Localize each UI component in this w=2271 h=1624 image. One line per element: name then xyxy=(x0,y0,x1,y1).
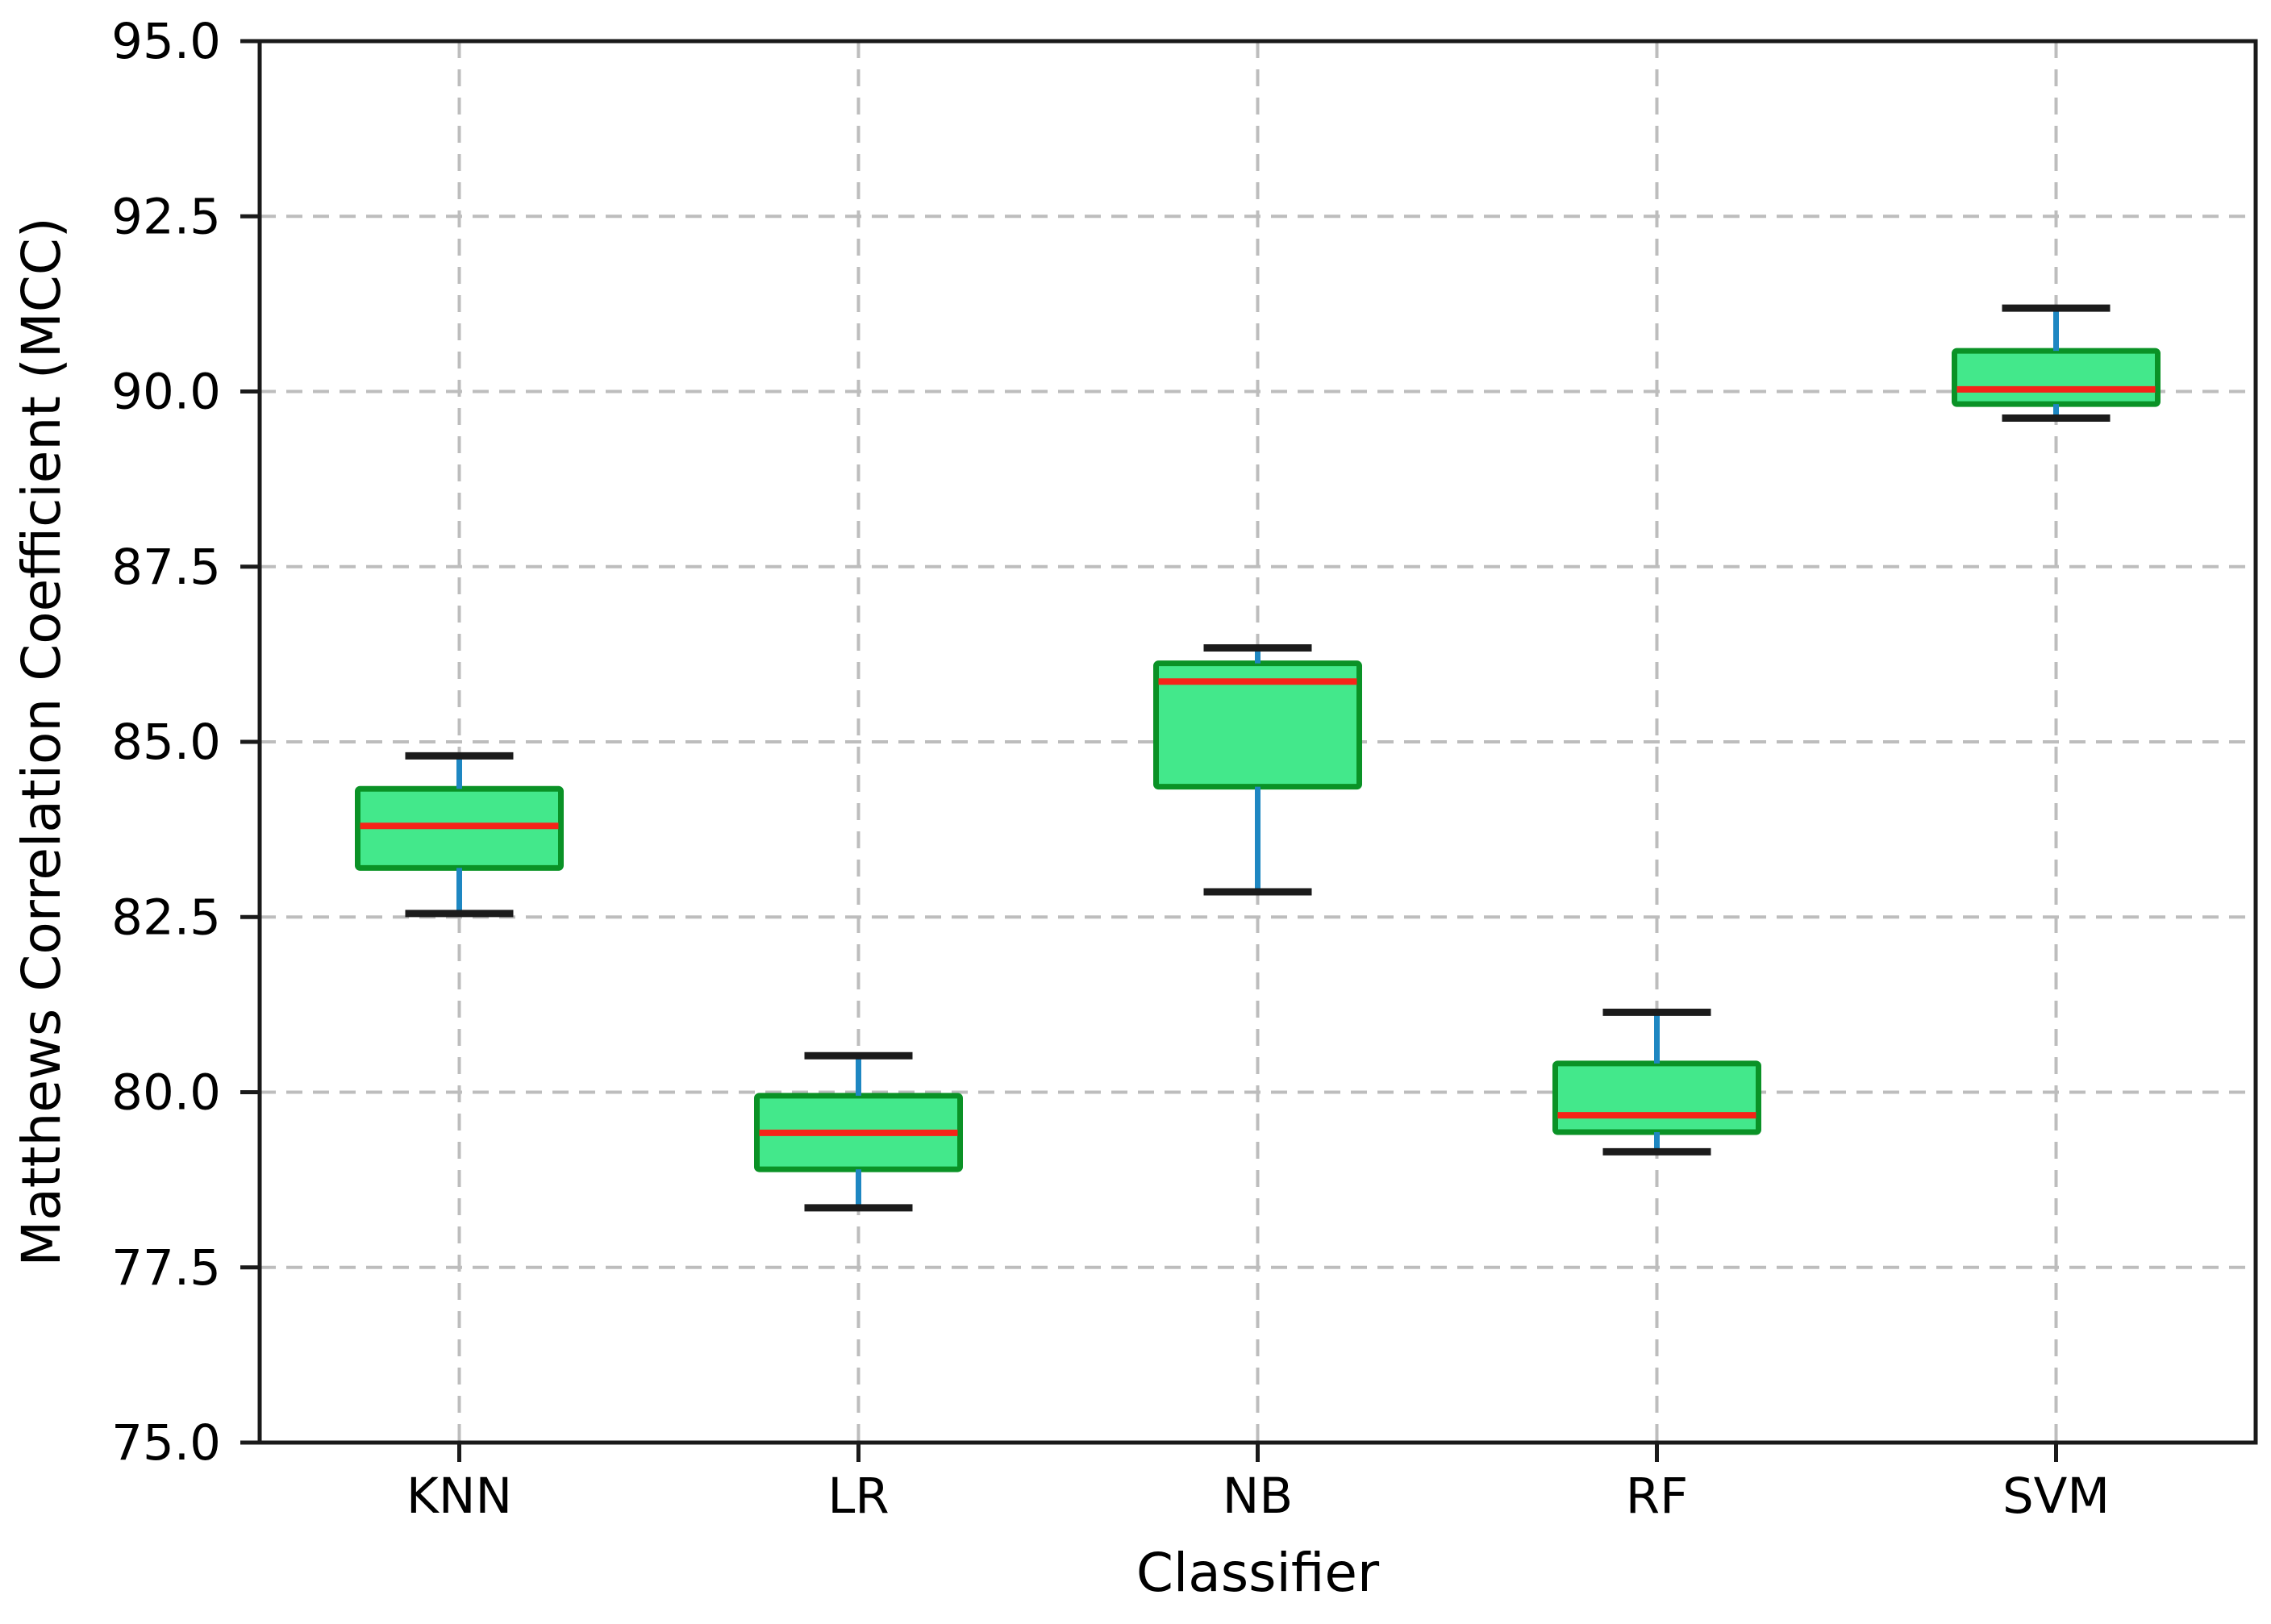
x-tick-label-LR: LR xyxy=(827,1468,889,1525)
x-tick-label-KNN: KNN xyxy=(406,1468,512,1525)
x-axis-label: Classifier xyxy=(1136,1542,1380,1604)
y-tick-label: 77.5 xyxy=(111,1239,221,1297)
box-group-KNN xyxy=(355,752,564,918)
y-tick-label: 80.0 xyxy=(111,1064,221,1122)
x-tick-label-NB: NB xyxy=(1223,1468,1293,1525)
box-group-NB xyxy=(1153,644,1362,896)
box-group-LR xyxy=(754,1051,963,1212)
y-tick-label: 92.5 xyxy=(111,188,221,245)
y-tick-label: 90.0 xyxy=(111,364,221,421)
y-tick-label: 87.5 xyxy=(111,539,221,596)
box-SVM xyxy=(1952,348,2161,407)
boxes-layer xyxy=(355,304,2161,1212)
y-tick-label: 85.0 xyxy=(111,714,221,771)
y-tick-label: 82.5 xyxy=(111,889,221,946)
y-tick-label: 75.0 xyxy=(111,1414,221,1472)
x-tick-label-RF: RF xyxy=(1626,1468,1688,1525)
y-tick-label: 95.0 xyxy=(111,13,221,70)
box-group-SVM xyxy=(1952,304,2161,423)
box-group-RF xyxy=(1552,1008,1761,1156)
x-tick-label-SVM: SVM xyxy=(2002,1468,2110,1525)
y-axis-label: Matthews Correlation Coefficient (MCC) xyxy=(10,217,73,1266)
box-RF xyxy=(1552,1060,1761,1135)
axes-layer: 75.0 77.5 80.0 82.5 85.0 87.5 90.0 92.5 95.0 KNN L… xyxy=(111,13,2258,1525)
